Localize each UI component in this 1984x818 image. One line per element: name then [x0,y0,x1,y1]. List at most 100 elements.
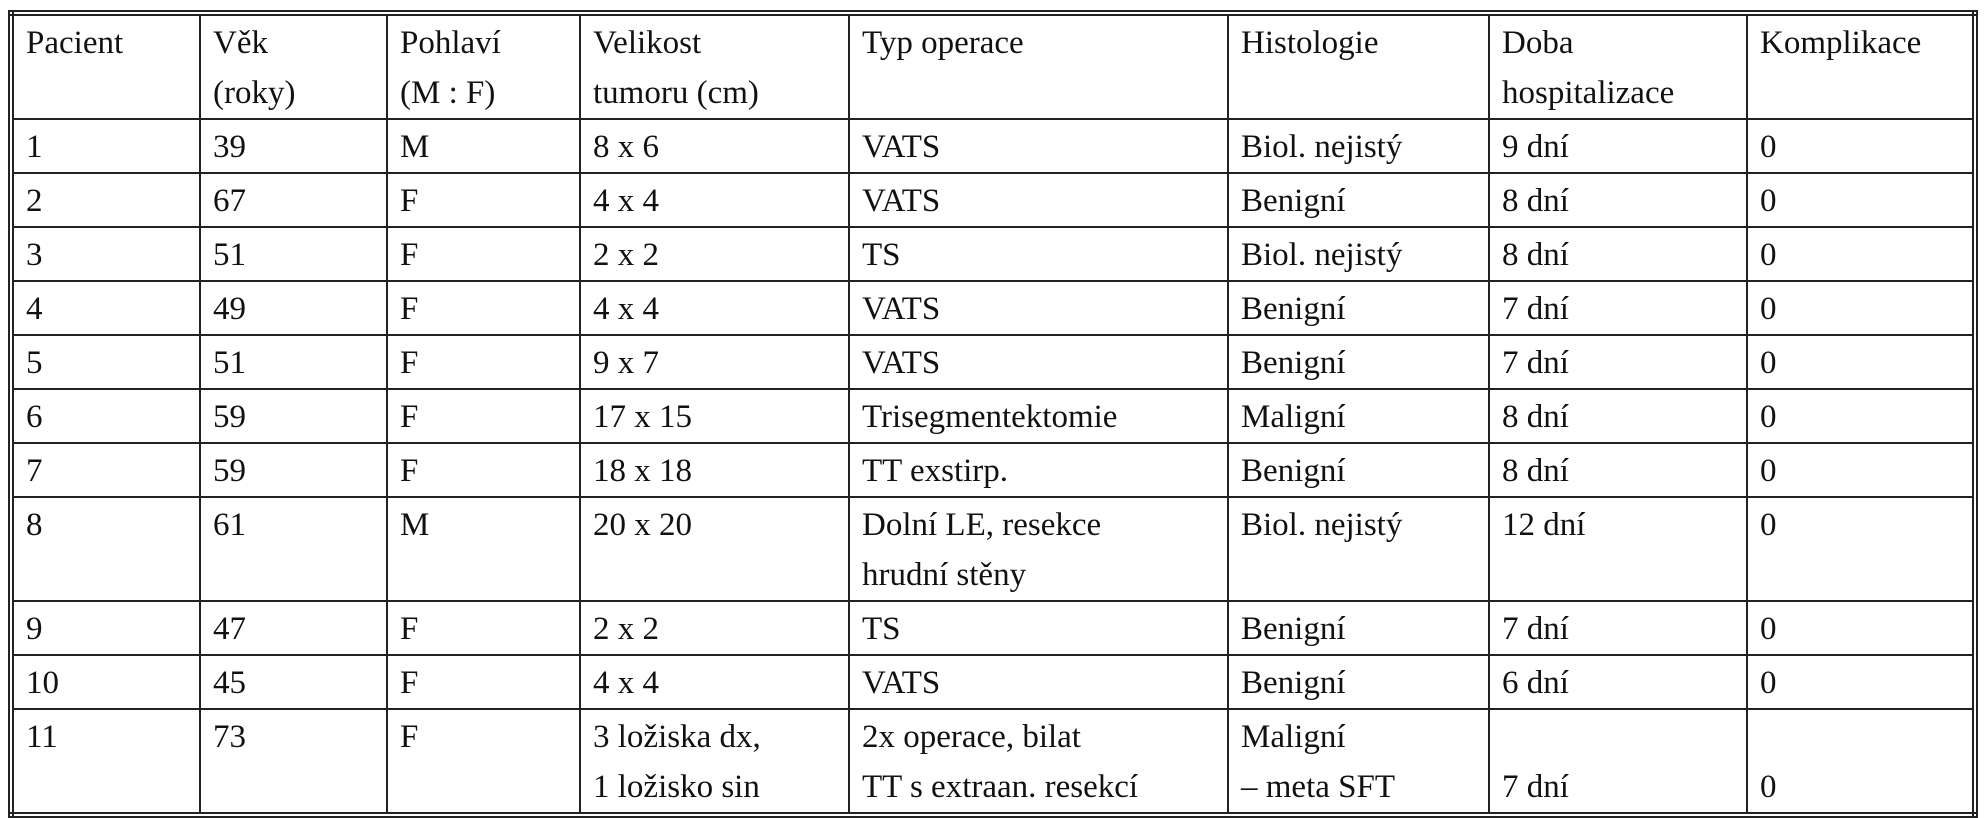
cell-line: Komplikace [1760,25,1922,61]
cell-line: VATS [862,345,941,381]
cell-line: 4 [26,291,43,327]
cell-line: 39 [213,129,246,165]
cell-line: 67 [213,183,246,219]
table-cell: Doba hospitalizace [1488,12,1748,120]
table-row: 5 51 F 9 x 7 VATS Benigní 7 dní 0 [10,334,1976,390]
table-cell: 0 [1746,708,1976,816]
cell-line: Maligní [1241,719,1346,755]
table-cell: 9 dní [1488,118,1748,174]
cell-line: 4 x 4 [593,665,659,701]
cell-line: Benigní [1241,291,1346,327]
table-cell: Věk (roky) [199,12,388,120]
table-cell: 0 [1746,172,1976,228]
table-cell: TS [848,226,1229,282]
table-cell: 8 x 6 [579,118,850,174]
table-cell: F [386,388,581,444]
table-cell: 51 [199,226,388,282]
table-cell: 49 [199,280,388,336]
cell-line: 2 x 2 [593,237,659,273]
table-cell: 7 [10,442,201,498]
cell-line: 8 x 6 [593,129,659,165]
table-cell: F [386,280,581,336]
cell-line: M [400,507,430,543]
cell-line: 7 [26,453,43,489]
cell-line: 18 x 18 [593,453,692,489]
table-cell: 2 x 2 [579,600,850,656]
cell-line: F [400,291,419,327]
cell-line: TT s extraan. resekcí [862,769,1139,805]
cell-line: 9 [26,611,43,647]
table-cell: Benigní [1227,280,1490,336]
table-cell: 7 dní [1488,600,1748,656]
table-cell: 1 [10,118,201,174]
table-cell: 4 [10,280,201,336]
table-row: 2 67 F 4 x 4 VATS Benigní 8 dní 0 [10,172,1976,228]
table-cell: 0 [1746,442,1976,498]
table-cell: 45 [199,654,388,710]
cell-line: 3 [26,237,43,273]
cell-line: 1 [26,129,43,165]
table-cell: Dolní LE, resekce hrudní stěny [848,496,1229,602]
table-cell: 0 [1746,280,1976,336]
table-cell: Pohlaví (M : F) [386,12,581,120]
cell-line: 0 [1760,183,1777,219]
table-cell: 59 [199,388,388,444]
cell-line: – meta SFT [1241,769,1395,805]
cell-line: Biol. nejistý [1241,129,1403,165]
cell-line: Benigní [1241,345,1346,381]
table-cell: 5 [10,334,201,390]
table-cell: F [386,708,581,816]
cell-line: 7 dní [1502,611,1569,647]
cell-line: 0 [1760,399,1777,435]
table-cell: VATS [848,654,1229,710]
table-cell: 8 dní [1488,226,1748,282]
table-cell: Histologie [1227,12,1490,120]
table-cell: 4 x 4 [579,654,850,710]
cell-line: TT exstirp. [862,453,1009,489]
table-cell: F [386,172,581,228]
cell-line: Pohlaví [400,25,501,61]
cell-line: 20 x 20 [593,507,692,543]
table-cell: Maligní [1227,388,1490,444]
table-cell: TT exstirp. [848,442,1229,498]
table-cell: 8 [10,496,201,602]
table-cell: 6 dní [1488,654,1748,710]
table-cell: 20 x 20 [579,496,850,602]
table-cell: 73 [199,708,388,816]
table-cell: 0 [1746,654,1976,710]
table-cell: F [386,600,581,656]
table-cell: 7 dní [1488,708,1748,816]
cell-line: hrudní stěny [862,557,1027,593]
table-cell: M [386,496,581,602]
table-cell: Komplikace [1746,12,1976,120]
data-table: Pacient Věk (roky) Pohlaví (M : F) Velikost tu… [8,10,1978,818]
table-cell: 0 [1746,334,1976,390]
cell-line: 3 ložiska dx, [593,719,761,755]
table-cell: 2 x 2 [579,226,850,282]
table-cell: 9 x 7 [579,334,850,390]
cell-line: 6 [26,399,43,435]
table-cell: 10 [10,654,201,710]
table-cell: 8 dní [1488,442,1748,498]
table-cell: Velikost tumoru (cm) [579,12,850,120]
cell-line: hospitalizace [1502,75,1675,111]
cell-line: VATS [862,183,941,219]
table-cell: 51 [199,334,388,390]
cell-line: Benigní [1241,665,1346,701]
cell-line: 0 [1760,507,1777,543]
table-cell: 2 [10,172,201,228]
table-cell: 2x operace, bilat TT s extraan. resekcí [848,708,1229,816]
table-cell: 7 dní [1488,280,1748,336]
cell-line: 49 [213,291,246,327]
table-cell: 18 x 18 [579,442,850,498]
cell-line: VATS [862,291,941,327]
cell-line: 11 [26,719,58,755]
cell-line: 61 [213,507,246,543]
cell-line: 0 [1760,769,1777,805]
cell-line: 0 [1760,665,1777,701]
table-cell: F [386,334,581,390]
cell-line: Maligní [1241,399,1346,435]
table-cell: 8 dní [1488,388,1748,444]
cell-line: 7 dní [1502,291,1569,327]
cell-line: 9 x 7 [593,345,659,381]
